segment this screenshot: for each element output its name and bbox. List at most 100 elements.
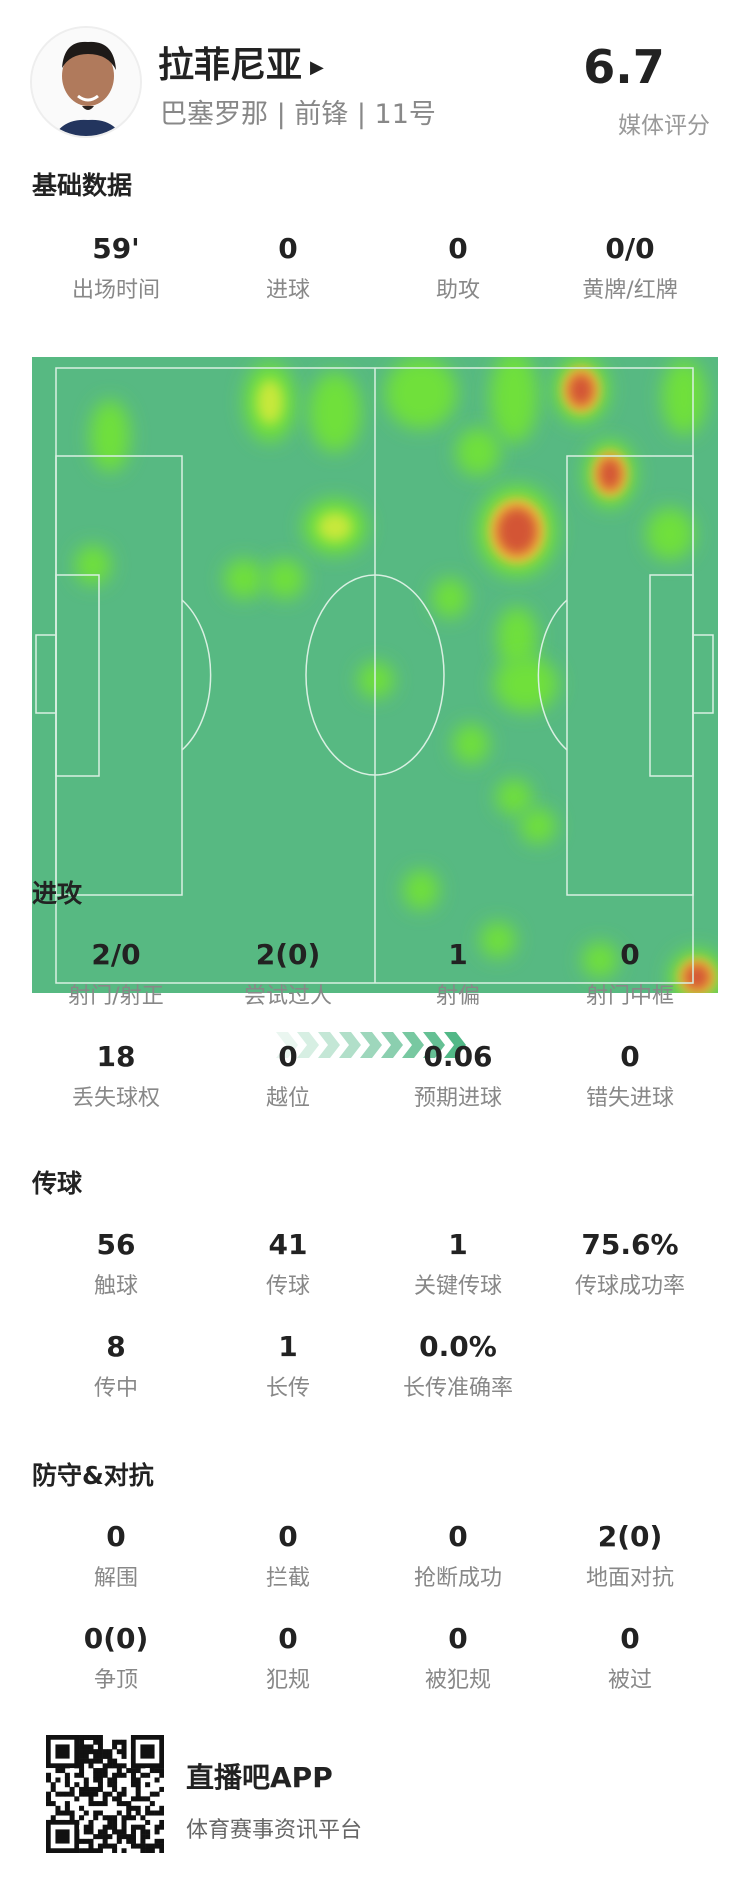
stat-cell: 2(0) 尝试过人 bbox=[202, 938, 374, 1010]
heat-spot bbox=[477, 485, 557, 577]
heat-spot bbox=[385, 357, 457, 429]
chevron-right-icon bbox=[444, 1032, 466, 1058]
stat-label: 射偏 bbox=[435, 984, 480, 1009]
chevron-right-icon bbox=[318, 1032, 340, 1058]
stat-label: 抢断成功 bbox=[413, 1566, 502, 1591]
stat-value: 0 bbox=[278, 232, 298, 265]
stat-label: 长传 bbox=[265, 1376, 310, 1401]
stat-label: 犯规 bbox=[265, 1668, 310, 1693]
stat-cell: 0 助攻 bbox=[372, 232, 544, 304]
stat-cell: 56 触球 bbox=[30, 1228, 202, 1300]
player-avatar bbox=[30, 26, 142, 138]
stat-label: 争顶 bbox=[93, 1668, 138, 1693]
player-photo-icon bbox=[32, 28, 140, 136]
heat-spot bbox=[646, 508, 694, 560]
stat-label: 错失进球 bbox=[585, 1086, 674, 1111]
stat-cell: 0 被犯规 bbox=[372, 1622, 544, 1694]
stat-cell: 59' 出场时间 bbox=[30, 232, 202, 304]
stat-label: 助攻 bbox=[435, 278, 480, 303]
chevron-right-icon bbox=[276, 1032, 298, 1058]
heat-spot bbox=[358, 662, 394, 698]
stat-value: 56 bbox=[96, 1228, 136, 1261]
stat-cell: 0 射门中框 bbox=[544, 938, 716, 1010]
section-title-defense: 防守&对抗 bbox=[32, 1461, 154, 1490]
stat-value: 0 bbox=[278, 1040, 298, 1073]
stat-label: 进球 bbox=[265, 278, 310, 303]
pitch-lines bbox=[35, 367, 714, 984]
stat-cell: 0.0% 长传准确率 bbox=[372, 1330, 544, 1402]
heat-spot bbox=[432, 578, 468, 618]
stat-value: 2(0) bbox=[597, 1520, 663, 1553]
stat-label: 解围 bbox=[93, 1566, 138, 1591]
stat-label: 射门中框 bbox=[585, 984, 674, 1009]
stat-value: 1 bbox=[448, 938, 468, 971]
section-title-attack: 进攻 bbox=[32, 879, 83, 908]
media-rating: 6.7 bbox=[583, 40, 665, 94]
stat-label: 长传准确率 bbox=[402, 1376, 513, 1401]
stat-value: 8 bbox=[106, 1330, 126, 1363]
stat-value: 0 bbox=[106, 1520, 126, 1553]
stat-cell: 2(0) 地面对抗 bbox=[544, 1520, 716, 1592]
stat-value: 0.0% bbox=[419, 1330, 497, 1363]
stat-cell: 2/0 射门/射正 bbox=[30, 938, 202, 1010]
stat-cell: 0 犯规 bbox=[202, 1622, 374, 1694]
stat-value: 75.6% bbox=[581, 1228, 679, 1261]
stat-value: 0 bbox=[278, 1520, 298, 1553]
stat-label: 被过 bbox=[607, 1668, 652, 1693]
heat-spot bbox=[403, 870, 439, 910]
stat-cell: 0 抢断成功 bbox=[372, 1520, 544, 1592]
stat-cell: 75.6% 传球成功率 bbox=[544, 1228, 716, 1300]
stat-cell: 0 被过 bbox=[544, 1622, 716, 1694]
stat-cell: 0 进球 bbox=[202, 232, 374, 304]
stat-label: 传球成功率 bbox=[574, 1274, 685, 1299]
stat-label: 传球 bbox=[265, 1274, 310, 1299]
stat-cell: 0.06 预期进球 bbox=[372, 1040, 544, 1112]
heat-spot bbox=[75, 545, 111, 585]
stat-value: 0.06 bbox=[423, 1040, 493, 1073]
shirt-number: 11号 bbox=[374, 99, 436, 130]
stat-value: 0 bbox=[448, 232, 468, 265]
stat-value: 2/0 bbox=[91, 938, 141, 971]
stat-value: 0(0) bbox=[83, 1622, 149, 1655]
stat-label: 关键传球 bbox=[413, 1274, 502, 1299]
stat-value: 41 bbox=[268, 1228, 308, 1261]
position: 前锋 bbox=[294, 99, 349, 130]
app-tagline: 体育赛事资讯平台 bbox=[186, 1818, 363, 1843]
heat-spot bbox=[303, 499, 367, 555]
stat-value: 0 bbox=[448, 1622, 468, 1655]
stat-value: 0 bbox=[620, 1040, 640, 1073]
stat-label: 丢失球权 bbox=[71, 1086, 160, 1111]
heat-spot bbox=[520, 808, 556, 844]
heat-spot bbox=[480, 922, 516, 958]
chevron-right-icon bbox=[381, 1032, 403, 1058]
heat-spot bbox=[582, 942, 618, 978]
qr-code[interactable] bbox=[46, 1735, 165, 1854]
stat-value: 0 bbox=[448, 1520, 468, 1553]
stat-cell: 0 越位 bbox=[202, 1040, 374, 1112]
heat-spot bbox=[553, 356, 609, 424]
chevron-right-icon bbox=[339, 1032, 361, 1058]
stat-label: 出场时间 bbox=[71, 278, 160, 303]
stat-label: 被犯规 bbox=[424, 1668, 491, 1693]
stat-cell: 0 错失进球 bbox=[544, 1040, 716, 1112]
stat-cell: 0 解围 bbox=[30, 1520, 202, 1592]
stat-label: 越位 bbox=[265, 1086, 310, 1111]
heat-spot bbox=[490, 351, 538, 443]
heat-spot bbox=[497, 607, 537, 667]
stat-label: 地面对抗 bbox=[585, 1566, 674, 1591]
stat-value: 59' bbox=[92, 232, 140, 265]
heat-spot bbox=[456, 428, 500, 476]
stat-label: 拦截 bbox=[265, 1566, 310, 1591]
stat-cell: 0/0 黄牌/红牌 bbox=[544, 232, 716, 304]
stat-value: 0 bbox=[620, 1622, 640, 1655]
chevron-right-icon bbox=[402, 1032, 424, 1058]
stat-value: 1 bbox=[448, 1228, 468, 1261]
heat-spot bbox=[224, 559, 264, 599]
stat-cell: 1 长传 bbox=[202, 1330, 374, 1402]
attack-direction-arrows bbox=[276, 1030, 476, 1064]
stat-value: 2(0) bbox=[255, 938, 321, 971]
stat-value: 1 bbox=[278, 1330, 298, 1363]
stat-cell: 8 传中 bbox=[30, 1330, 202, 1402]
player-name[interactable]: 拉菲尼亚 ▶ bbox=[158, 45, 324, 86]
stat-cell: 18 丢失球权 bbox=[30, 1040, 202, 1112]
